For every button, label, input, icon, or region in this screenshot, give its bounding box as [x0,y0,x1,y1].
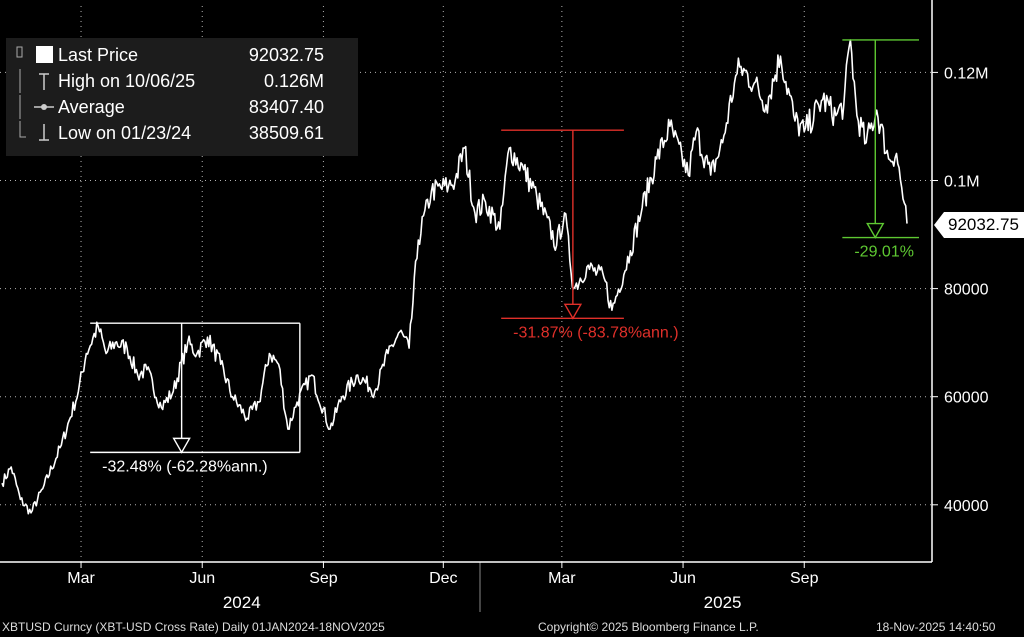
footer-timestamp: 18-Nov-2025 14:40:50 [876,620,996,634]
footer-copyright: Copyright© 2025 Bloomberg Finance L.P. [538,620,759,634]
y-tick-label: 0.1M [944,174,980,191]
square-icon [16,43,56,67]
drawdown-annotation-1: -32.48% (-62.28%ann.) [90,322,301,475]
drawdown-label: -31.87% (-83.78%ann.) [513,324,678,341]
average-marker-icon [16,95,56,119]
y-tick-label: 40000 [944,498,989,515]
footer-security: XBTUSD Curncy (XBT-USD Cross Rate) Daily… [2,620,385,634]
y-tick-label: 80000 [944,282,989,299]
legend-value: 92032.75 [248,45,324,65]
drawdown-label: -32.48% (-62.28%ann.) [102,458,267,475]
low-marker-icon [16,121,56,145]
legend-label: Average [58,97,125,117]
legend-value: 0.126M [263,71,324,91]
tick-labels: 40000 60000 80000 0.1M 0.12M Mar Jun Sep Dec Mar J… [67,65,988,612]
x-tick-label: Mar [548,570,576,587]
y-tick-label: 60000 [944,390,989,407]
legend-label: Last Price [58,45,139,65]
x-tick-label: Sep [309,570,338,587]
legend-value: 38509.61 [248,123,324,143]
x-tick-label: Jun [189,570,215,587]
year-label: 2024 [223,593,261,612]
drawdown-label: -29.01% [854,244,914,261]
y-tick-label: 0.12M [944,65,988,82]
x-tick-label: Mar [67,570,95,587]
legend-row-low: Low on 01/23/24 38509.61 [6,121,358,145]
legend-row-high: High on 10/06/25 0.126M [6,69,358,93]
price-line [1,39,908,515]
legend-label: Low on 01/23/24 [58,123,192,143]
x-tick-label: Sep [790,570,819,587]
drawdown-arrow [866,222,885,239]
legend-box: Last Price 92032.75 High on 10/06/25 0.1… [6,38,358,156]
footer-bar: XBTUSD Curncy (XBT-USD Cross Rate) Daily… [0,612,1024,637]
year-label: 2025 [704,593,742,612]
x-tick-label: Dec [429,570,457,587]
x-tick-label: Jun [670,570,696,587]
drawdown-arrow [563,303,583,320]
legend-value: 83407.40 [248,97,324,117]
last-price-tag: 92032.75 [934,212,1024,238]
drawdown-arrow [172,437,191,454]
legend-row-last-price: Last Price 92032.75 [6,43,358,67]
drawdown-annotations: -32.48% (-62.28%ann.) -31.87% (-83.78%ann… [90,39,919,475]
legend-row-average: Average 83407.40 [6,95,358,119]
legend-label: High on 10/06/25 [58,71,196,91]
series-layer [1,39,908,515]
drawdown-annotation-3: -29.01% [842,39,919,261]
axes [0,0,938,612]
high-marker-icon [16,69,56,93]
drawdown-annotation-2: -31.87% (-83.78%ann.) [501,129,679,341]
